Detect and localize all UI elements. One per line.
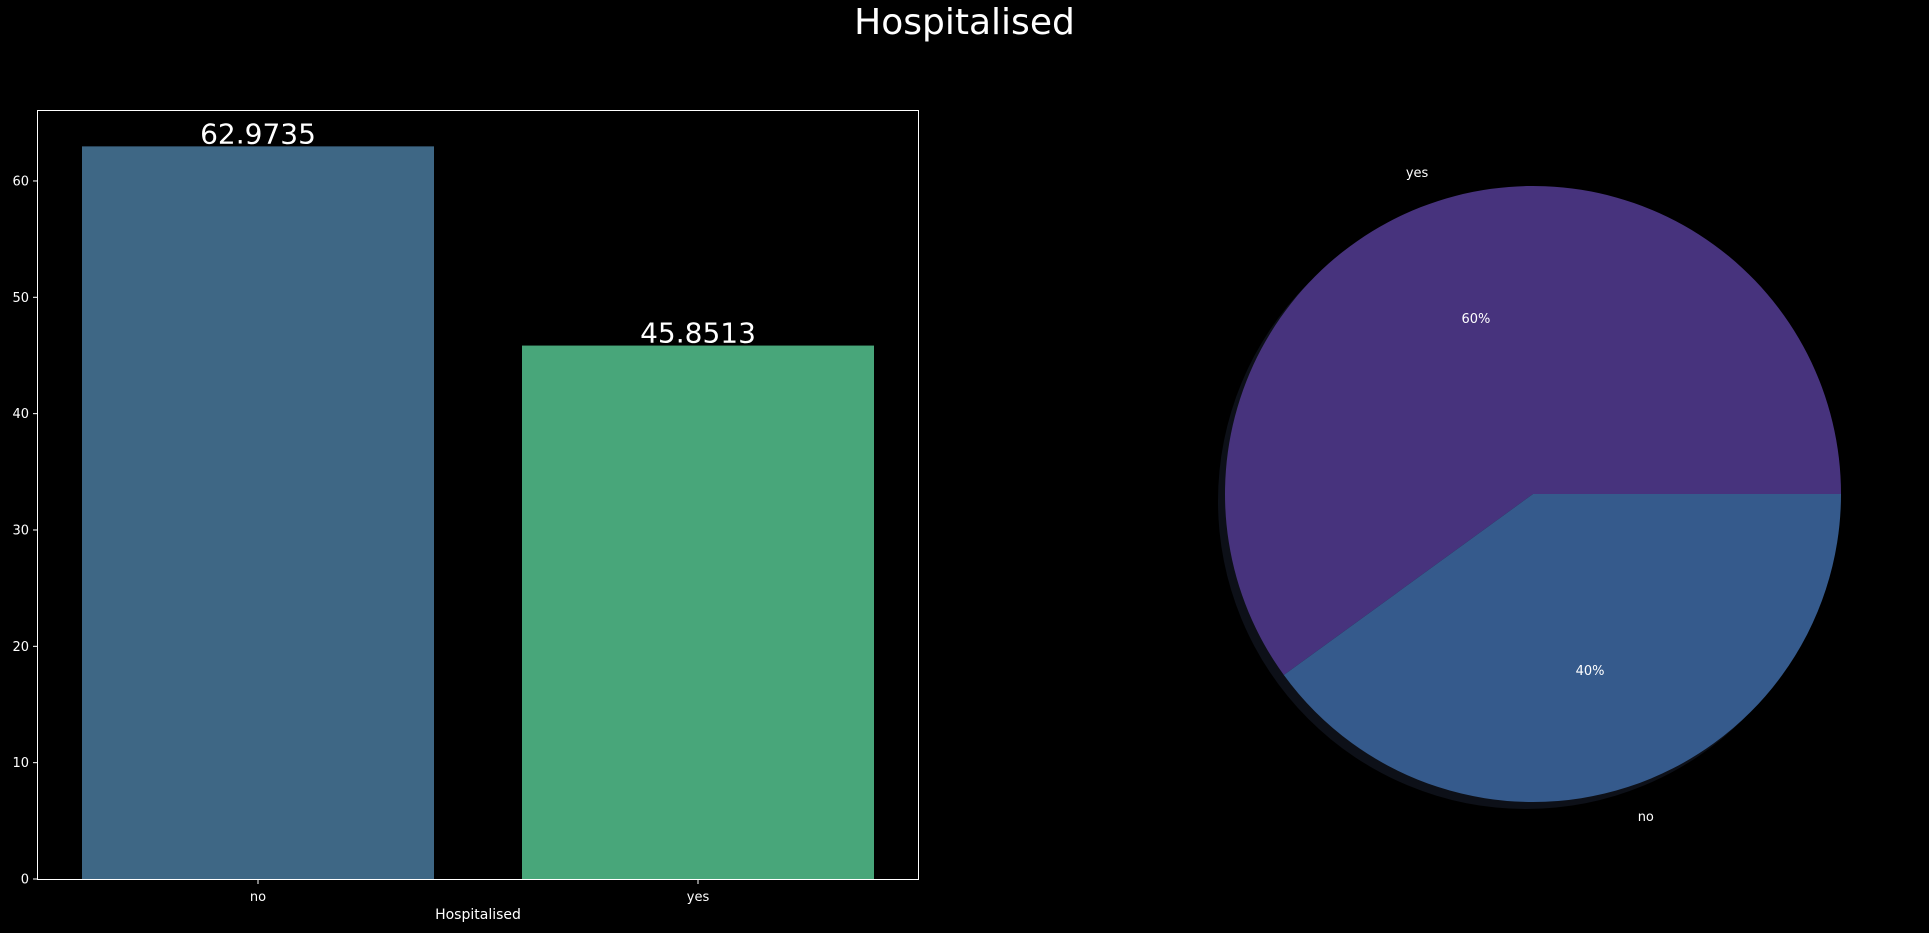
x-tick-label-no: no [250, 890, 266, 905]
y-tick-label: 30 [12, 523, 29, 538]
pie-label-yes: yes [1406, 166, 1429, 181]
pie-slice-no [1283, 494, 1841, 802]
y-axis: 0 10 20 30 40 50 60 [12, 174, 38, 888]
y-tick-label: 60 [12, 174, 29, 189]
bar-yes [522, 345, 874, 879]
bar-value-label-no: 62.9735 [200, 117, 316, 150]
bar-chart: 62.9735 45.8513 0 10 20 30 40 50 60 no yes Hospi… [12, 110, 919, 923]
y-tick-label: 0 [21, 873, 29, 888]
bar-plot-frame [37, 110, 919, 880]
pie-slices [1224, 185, 1841, 802]
pie-label-no: no [1638, 810, 1654, 825]
y-tick-label: 20 [12, 640, 29, 655]
y-tick-label: 10 [12, 756, 29, 771]
bar-value-label-yes: 45.8513 [640, 317, 756, 350]
x-tick-label-yes: yes [687, 890, 710, 905]
bar-marks [82, 146, 874, 879]
bar-value-labels: 62.9735 45.8513 [200, 117, 756, 349]
pie-chart: yes 60% no 40% [1218, 166, 1841, 825]
figure-title: Hospitalised [854, 2, 1075, 43]
pie-slice-yes [1224, 185, 1841, 676]
y-tick-label: 40 [12, 407, 29, 422]
x-axis: no yes [250, 879, 710, 905]
pie-pct-label-yes: 60% [1461, 312, 1490, 327]
pie-labels: yes 60% no 40% [1406, 166, 1654, 825]
x-axis-label: Hospitalised [435, 907, 521, 923]
y-tick-label: 50 [12, 291, 29, 306]
pie-pct-label-no: 40% [1576, 664, 1605, 679]
bar-no [82, 146, 434, 879]
